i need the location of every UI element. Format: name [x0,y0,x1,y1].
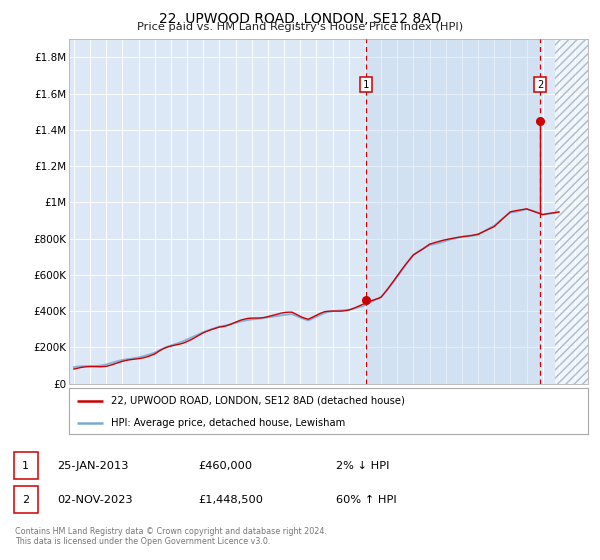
Text: £460,000: £460,000 [198,461,252,471]
Text: 1: 1 [22,461,29,471]
Text: HPI: Average price, detached house, Lewisham: HPI: Average price, detached house, Lewi… [110,418,345,427]
Bar [555,39,588,384]
Bar [555,39,588,384]
Text: £1,448,500: £1,448,500 [198,494,263,505]
Text: 22, UPWOOD ROAD, LONDON, SE12 8AD: 22, UPWOOD ROAD, LONDON, SE12 8AD [159,12,441,26]
Text: 25-JAN-2013: 25-JAN-2013 [57,461,128,471]
Text: 2: 2 [537,80,543,90]
Text: 22, UPWOOD ROAD, LONDON, SE12 8AD (detached house): 22, UPWOOD ROAD, LONDON, SE12 8AD (detac… [110,396,404,406]
Bar [366,39,540,384]
Text: 2: 2 [22,494,29,505]
Text: 2% ↓ HPI: 2% ↓ HPI [336,461,389,471]
Text: 02-NOV-2023: 02-NOV-2023 [57,494,133,505]
Text: Price paid vs. HM Land Registry's House Price Index (HPI): Price paid vs. HM Land Registry's House … [137,22,463,32]
Text: 1: 1 [363,80,369,90]
Text: Contains HM Land Registry data © Crown copyright and database right 2024.
This d: Contains HM Land Registry data © Crown c… [15,526,327,546]
Text: 60% ↑ HPI: 60% ↑ HPI [336,494,397,505]
